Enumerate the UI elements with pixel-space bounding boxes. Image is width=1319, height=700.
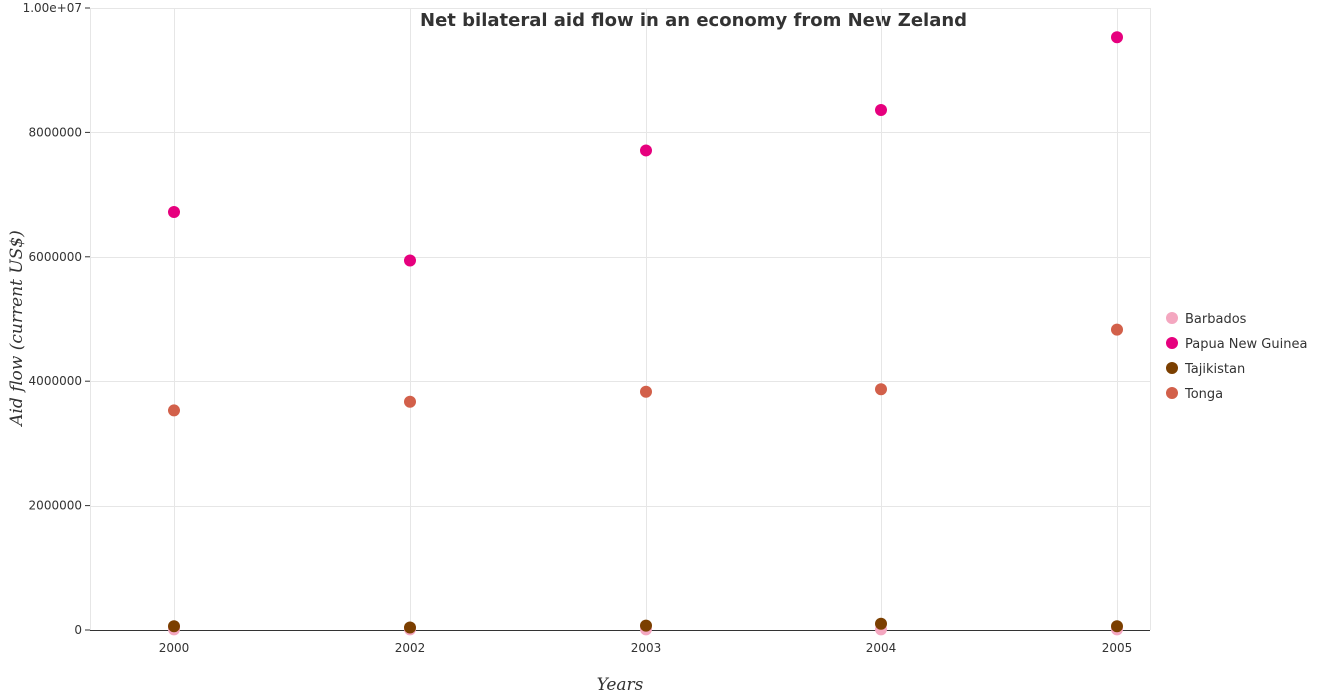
data-points [168, 31, 1123, 636]
y-ticks: 0 2000000 4000000 6000000 8000000 1.00e+07 [23, 1, 90, 637]
legend-marker-barbados [1166, 312, 1178, 324]
point-tonga [404, 395, 416, 408]
point-papua-new-guinea [640, 144, 652, 157]
y-tick-label: 6000000 [29, 250, 82, 264]
x-tick-label: 2004 [866, 641, 897, 655]
y-tick-label: 0 [74, 623, 82, 637]
x-axis-title: Years [597, 675, 644, 695]
point-papua-new-guinea [168, 206, 180, 219]
legend: Barbados Papua New Guinea Tajikistan Tonga [1166, 312, 1307, 402]
x-tick-label: 2000 [159, 641, 190, 655]
point-papua-new-guinea [1111, 31, 1123, 44]
legend-label-papua-new-guinea: Papua New Guinea [1185, 337, 1307, 352]
point-tonga [640, 385, 652, 398]
point-tonga [168, 404, 180, 417]
grid [90, 8, 1151, 631]
legend-label-tajikistan: Tajikistan [1184, 362, 1245, 377]
chart-title: Net bilateral aid flow in an economy fro… [420, 10, 967, 31]
legend-marker-tonga [1166, 387, 1178, 399]
legend-marker-papua-new-guinea [1166, 337, 1178, 349]
point-tajikistan [1111, 620, 1123, 633]
y-tick-label: 4000000 [29, 374, 82, 388]
point-tajikistan [640, 619, 652, 632]
x-tick-label: 2005 [1102, 641, 1133, 655]
point-papua-new-guinea [875, 104, 887, 117]
legend-label-barbados: Barbados [1185, 312, 1247, 327]
point-tajikistan [875, 617, 887, 630]
point-tajikistan [404, 621, 416, 634]
y-axis-title: Aid flow (current US$) [7, 230, 27, 428]
y-tick-label: 1.00e+07 [23, 1, 82, 15]
legend-marker-tajikistan [1166, 362, 1178, 374]
x-tick-label: 2003 [631, 641, 662, 655]
point-tonga [1111, 323, 1123, 336]
point-tonga [875, 383, 887, 396]
y-tick-label: 8000000 [29, 125, 82, 139]
legend-label-tonga: Tonga [1184, 387, 1223, 402]
y-tick-label: 2000000 [29, 499, 82, 513]
x-tick-label: 2002 [395, 641, 426, 655]
point-papua-new-guinea [404, 254, 416, 267]
point-tajikistan [168, 620, 180, 633]
